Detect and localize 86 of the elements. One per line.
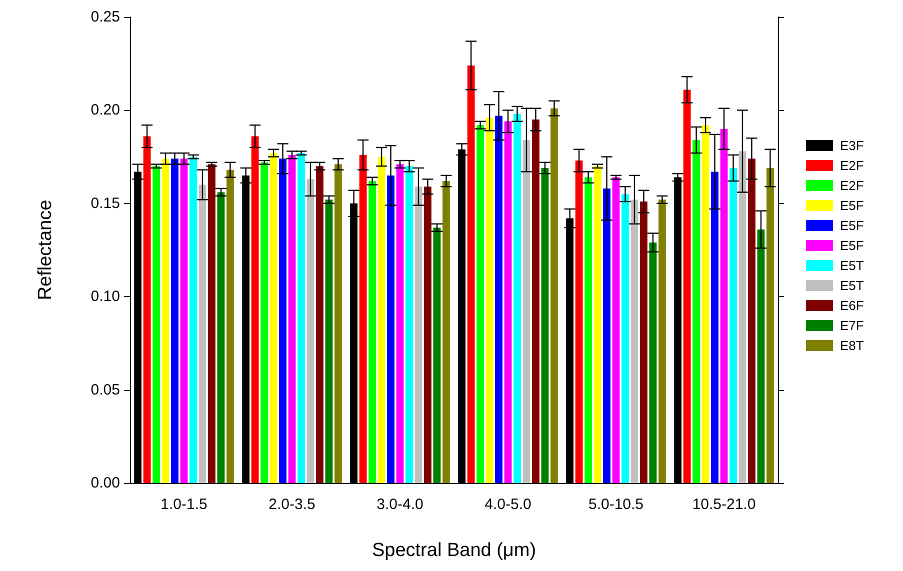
legend-label: E3F (840, 138, 864, 153)
x-tick-label: 4.0-5.0 (484, 496, 532, 513)
bar (486, 118, 494, 483)
bar (612, 177, 620, 483)
bar (575, 160, 583, 483)
bar (190, 156, 197, 483)
bar (414, 186, 422, 483)
bar (208, 164, 216, 483)
bar (288, 154, 296, 483)
bar (476, 125, 484, 483)
y-tick-label: 0.05 (90, 381, 120, 398)
bar (550, 108, 558, 483)
bar (251, 136, 259, 483)
bar (711, 172, 718, 483)
bar (368, 181, 376, 483)
bar (325, 200, 333, 483)
x-tick-label: 2.0-3.5 (268, 496, 316, 513)
x-tick-label: 1.0-1.5 (160, 496, 208, 513)
legend-label: E2F (840, 178, 864, 193)
x-tick-label: 5.0-10.5 (588, 496, 644, 513)
bar (217, 192, 225, 483)
bar (730, 168, 737, 483)
y-tick-label: 0.00 (90, 474, 120, 492)
legend-label: E5F (840, 218, 864, 233)
bar (738, 151, 746, 483)
bar (541, 168, 549, 483)
legend-label: E6F (840, 298, 864, 313)
y-tick-label: 0.20 (90, 102, 120, 119)
bar (387, 175, 394, 483)
bar (378, 156, 386, 483)
bar (162, 158, 170, 483)
bar (316, 166, 324, 483)
y-tick-label: 0.10 (90, 288, 120, 306)
bar (279, 158, 286, 483)
bar (532, 120, 540, 483)
bar (658, 200, 666, 483)
bar (270, 153, 278, 483)
bar (702, 125, 710, 483)
legend-label: E5F (840, 198, 864, 213)
legend-label: E2F (840, 158, 864, 173)
y-axis-title: Reflectance (35, 200, 56, 300)
legend-label: E5T (840, 278, 864, 293)
bar (584, 177, 592, 483)
y-tick-label: 0.15 (90, 194, 120, 212)
legend-label: E7F (840, 318, 864, 333)
bar (603, 188, 610, 483)
y-tick-label: 0.25 (90, 8, 120, 26)
bar (622, 194, 629, 483)
bar (720, 128, 728, 483)
bar (226, 170, 234, 483)
bar (683, 90, 691, 483)
bar (522, 140, 530, 483)
bar (630, 200, 638, 483)
bar (442, 181, 450, 483)
bar (504, 121, 512, 483)
legend-label: E5F (840, 238, 864, 253)
bar (495, 116, 502, 483)
bar (359, 154, 367, 483)
bar (766, 168, 774, 483)
bar (334, 164, 342, 483)
bar (748, 158, 756, 483)
legend-label: E8T (840, 338, 864, 353)
x-tick-label: 10.5-21.0 (692, 496, 756, 513)
bar (640, 202, 648, 483)
bar (152, 166, 160, 483)
bar (406, 166, 413, 483)
bar (433, 228, 441, 483)
bar (424, 186, 432, 483)
bar (594, 166, 602, 483)
bar (143, 136, 151, 483)
bar (260, 162, 268, 483)
legend-label: E5T (840, 258, 864, 273)
bar (396, 164, 404, 483)
bar (649, 242, 657, 483)
bar (757, 229, 765, 483)
bar (514, 114, 521, 483)
bar (298, 153, 305, 483)
bar (467, 65, 475, 483)
bar (692, 140, 700, 483)
x-axis-title: Spectral Band (μm) (372, 540, 536, 561)
bar (180, 158, 188, 483)
bar (674, 177, 682, 483)
x-tick-label: 3.0-4.0 (376, 496, 424, 513)
bar (306, 179, 314, 483)
bar (171, 158, 178, 483)
bar (198, 184, 206, 483)
